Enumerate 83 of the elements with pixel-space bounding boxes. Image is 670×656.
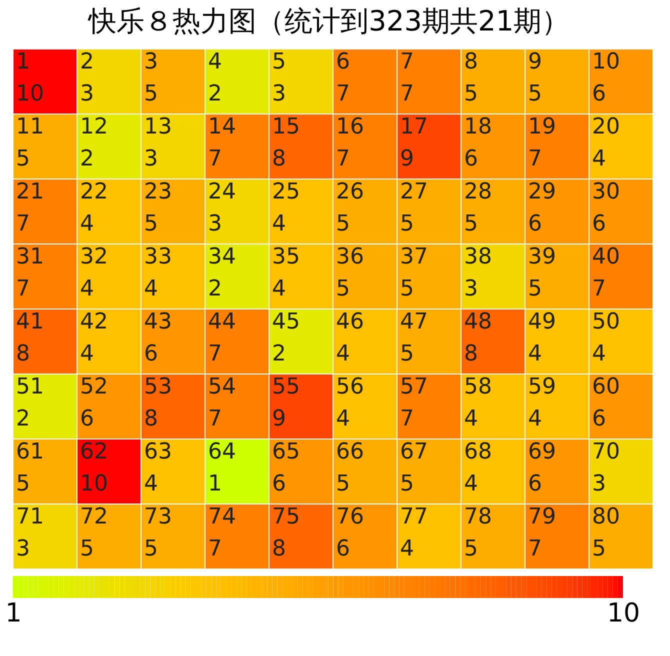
data-label: 22 4 [80, 180, 108, 236]
data-label: 62 10 [80, 440, 108, 496]
data-label: 18 6 [464, 114, 492, 172]
data-label: 77 4 [400, 504, 428, 562]
data-label: 10 6 [592, 50, 620, 106]
data-label: 63 4 [144, 440, 172, 496]
data-label: 9 5 [528, 50, 542, 106]
data-label: 54 7 [208, 374, 236, 432]
data-label: 31 7 [16, 244, 44, 302]
data-label: 43 6 [144, 310, 172, 366]
data-label: 35 4 [272, 244, 300, 302]
data-label: 45 2 [272, 310, 300, 366]
data-label: 8 5 [464, 50, 478, 106]
data-label: 3 5 [144, 50, 158, 106]
data-label: 57 7 [400, 374, 428, 432]
data-label: 20 4 [592, 114, 620, 172]
data-label: 60 6 [592, 374, 620, 432]
data-label: 68 4 [464, 440, 492, 496]
data-label: 66 5 [336, 440, 364, 496]
color-bar-label: 1 [5, 598, 22, 628]
data-label: 79 7 [528, 504, 556, 562]
color-bar-label: 10 [606, 598, 640, 628]
data-label: 39 5 [528, 244, 556, 302]
chart-title: 快乐８热力图（统计到323期共21期） [88, 4, 570, 38]
data-label: 32 4 [80, 244, 108, 302]
data-label: 67 5 [400, 440, 428, 496]
data-label: 42 4 [80, 310, 108, 366]
data-label: 37 5 [400, 244, 428, 302]
data-label: 12 2 [80, 114, 108, 172]
data-label: 55 9 [272, 374, 300, 432]
data-label: 30 6 [592, 180, 620, 236]
data-label: 69 6 [528, 440, 556, 496]
data-label: 51 2 [16, 374, 44, 432]
data-label: 21 7 [16, 180, 44, 236]
data-label: 76 6 [336, 504, 364, 562]
data-label: 56 4 [336, 374, 364, 432]
data-label: 11 5 [16, 114, 44, 172]
data-label: 71 3 [16, 504, 44, 562]
data-label: 52 6 [80, 374, 108, 432]
data-label: 70 3 [592, 440, 620, 496]
data-label: 25 4 [272, 180, 300, 236]
data-label: 13 3 [144, 114, 172, 172]
data-label: 33 4 [144, 244, 172, 302]
data-label: 46 4 [336, 310, 364, 366]
data-label: 80 5 [592, 504, 620, 562]
data-label: 5 3 [272, 50, 286, 106]
data-label: 15 8 [272, 114, 300, 172]
data-label: 4 2 [208, 50, 222, 106]
data-label: 48 8 [464, 310, 492, 366]
data-label: 41 8 [16, 310, 44, 366]
data-label: 64 1 [208, 440, 236, 496]
data-label: 65 6 [272, 440, 300, 496]
data-label: 24 3 [208, 180, 236, 236]
data-label: 16 7 [336, 114, 364, 172]
data-label: 7 7 [400, 50, 414, 106]
data-label: 6 7 [336, 50, 350, 106]
data-label: 34 2 [208, 244, 236, 302]
data-label: 53 8 [144, 374, 172, 432]
data-label: 61 5 [16, 440, 44, 496]
data-label: 26 5 [336, 180, 364, 236]
data-label: 58 4 [464, 374, 492, 432]
data-label: 17 9 [400, 114, 428, 172]
data-label: 74 7 [208, 504, 236, 562]
data-label: 50 4 [592, 310, 620, 366]
data-label: 36 5 [336, 244, 364, 302]
data-label: 2 3 [80, 50, 94, 106]
data-label: 29 6 [528, 180, 556, 236]
data-label: 1 10 [16, 50, 44, 106]
data-label: 23 5 [144, 180, 172, 236]
data-label: 49 4 [528, 310, 556, 366]
data-label: 73 5 [144, 504, 172, 562]
data-label: 44 7 [208, 310, 236, 366]
data-label: 75 8 [272, 504, 300, 562]
data-label: 78 5 [464, 504, 492, 562]
data-label: 19 7 [528, 114, 556, 172]
data-label: 27 5 [400, 180, 428, 236]
data-label: 38 3 [464, 244, 492, 302]
data-label: 47 5 [400, 310, 428, 366]
data-label: 40 7 [592, 244, 620, 302]
data-label: 72 5 [80, 504, 108, 562]
data-label: 59 4 [528, 374, 556, 432]
data-label: 14 7 [208, 114, 236, 172]
data-label: 28 5 [464, 180, 492, 236]
